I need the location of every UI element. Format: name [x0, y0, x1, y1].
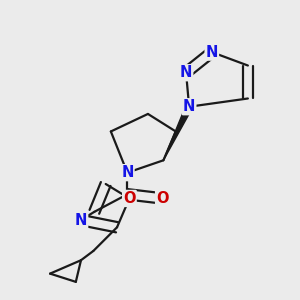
Text: N: N — [180, 65, 192, 80]
Text: O: O — [123, 191, 136, 206]
Text: N: N — [183, 99, 195, 114]
Text: N: N — [206, 45, 218, 60]
Text: N: N — [121, 165, 134, 180]
Polygon shape — [164, 105, 192, 160]
Text: O: O — [156, 191, 169, 206]
Text: N: N — [75, 213, 87, 228]
